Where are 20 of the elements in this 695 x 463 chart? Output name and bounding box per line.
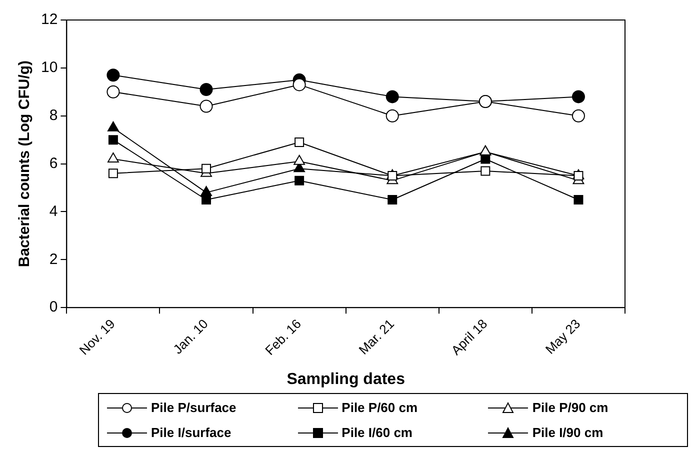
legend-label: Pile I/90 cm <box>532 425 604 440</box>
legend-label: Pile P/surface <box>151 400 236 415</box>
x-tick-label: Mar. 21 <box>356 316 398 358</box>
legend-label: Pile I/60 cm <box>342 425 412 440</box>
legend-label: Pile P/60 cm <box>342 400 418 415</box>
y-axis-title: Bacterial counts (Log CFU/g) <box>16 60 34 268</box>
x-tick-label: Feb. 16 <box>262 316 304 358</box>
y-tick-label: 12 <box>40 11 58 28</box>
x-tick-label: May 23 <box>542 316 584 357</box>
y-tick-label: 10 <box>40 59 58 76</box>
x-axis-title: Sampling dates <box>286 370 406 388</box>
y-tick-label: 2 <box>49 250 58 268</box>
x-tick-label: Nov. 19 <box>76 316 118 358</box>
legend-label: Pile I/surface <box>151 425 232 440</box>
y-tick-label: 8 <box>49 107 58 124</box>
y-tick-label: 4 <box>49 202 58 220</box>
legend-label: Pile P/90 cm <box>532 400 608 415</box>
y-tick-label: 6 <box>49 154 58 172</box>
x-tick-label: Jan. 10 <box>170 316 211 357</box>
y-tick-label: 0 <box>49 298 58 316</box>
